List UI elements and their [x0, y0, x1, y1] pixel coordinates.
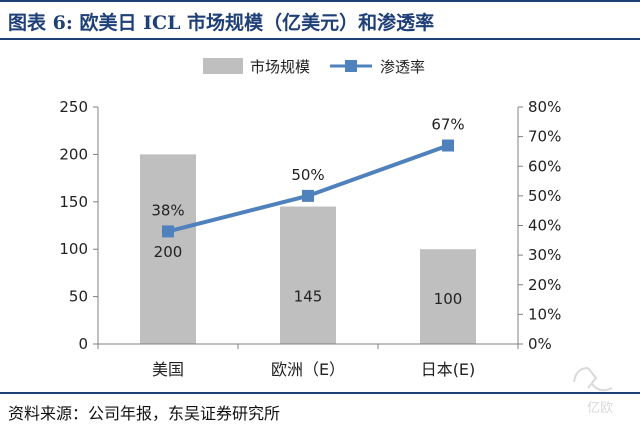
y-right-tick-2: 20%: [528, 276, 561, 294]
y-left-tick-4: 200: [59, 145, 88, 163]
y-left-tick-0: 0: [78, 335, 88, 353]
bar-label-1: 145: [294, 288, 323, 306]
y-left-tick-2: 100: [59, 240, 88, 258]
watermark-text: 亿欧: [587, 401, 613, 416]
legend-swatch-bar: [203, 58, 243, 74]
x-tick-1: 欧洲（E）: [271, 360, 345, 379]
y-right-tick-8: 80%: [528, 98, 561, 116]
line-point-2: [442, 139, 454, 152]
title-bar: 图表 6: 欧美日 ICL 市场规模（亿美元）和渗透率: [0, 0, 640, 40]
line-point-0: [162, 225, 174, 238]
footer: 资料来源：公司年报，东吴证券研究所: [0, 392, 640, 424]
x-tick-0: 美国: [152, 360, 184, 379]
y-right-tick-4: 40%: [528, 217, 561, 235]
y-left-tick-3: 150: [59, 193, 88, 211]
y-right-tick-1: 10%: [528, 305, 561, 323]
bar-2: [420, 249, 476, 344]
y-right-tick-5: 50%: [528, 187, 561, 205]
y-right-tick-6: 60%: [528, 157, 561, 175]
chart-title: 图表 6: 欧美日 ICL 市场规模（亿美元）和渗透率: [8, 12, 435, 34]
y-right-tick-3: 30%: [528, 246, 561, 264]
bar-1: [280, 206, 336, 344]
y-right-tick-0: 0%: [528, 335, 552, 353]
line-label-0: 38%: [151, 201, 184, 219]
line-label-1: 50%: [291, 166, 324, 184]
combo-chart: 市场规模 渗透率 0 50 100 150 200 250 0% 10% 20% 30% 40% 50% 6…: [59, 58, 561, 379]
legend-label-line: 渗透率: [380, 58, 425, 76]
legend-marker: [345, 60, 357, 72]
y-left-tick-5: 250: [59, 98, 88, 116]
line-point-1: [302, 189, 314, 202]
source-note: 资料来源：公司年报，东吴证券研究所: [8, 404, 281, 423]
legend-label-bar: 市场规模: [250, 58, 310, 76]
yiou-logo-icon: 亿欧: [566, 362, 634, 418]
y-left-tick-1: 50: [69, 288, 88, 306]
y-right-tick-7: 70%: [528, 128, 561, 146]
chart-area: 市场规模 渗透率 0 50 100 150 200 250 0% 10% 20% 30% 40% 50% 6…: [0, 44, 640, 392]
bar-0: [140, 154, 196, 344]
bar-label-0: 200: [154, 243, 183, 261]
bar-label-2: 100: [434, 290, 463, 308]
line-label-2: 67%: [431, 116, 464, 134]
x-tick-2: 日本(E): [421, 360, 476, 379]
